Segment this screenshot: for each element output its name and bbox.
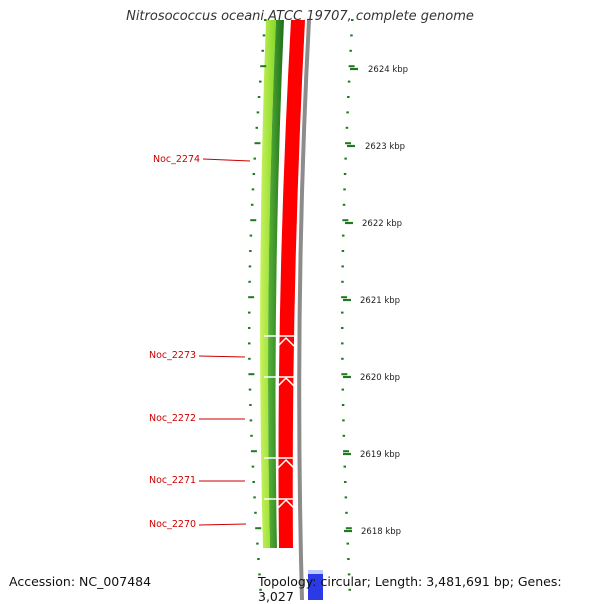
accession-label: Accession: NC_007484 bbox=[9, 574, 152, 589]
gene-label[interactable]: Noc_2273 bbox=[149, 350, 196, 361]
reverse-strand-band bbox=[278, 20, 305, 548]
scale-label: 2624 kbp bbox=[368, 65, 408, 75]
highlight-marker bbox=[308, 570, 323, 600]
gene-label[interactable]: Noc_2274 bbox=[153, 154, 200, 165]
backbone-line bbox=[297, 19, 311, 600]
gene-leader-line bbox=[198, 355, 246, 358]
scale-label: 2622 kbp bbox=[362, 219, 402, 229]
scale-label: 2621 kbp bbox=[360, 296, 400, 306]
gene-labels: Noc_2274 Noc_2273 Noc_2272 Noc_2271 Noc_… bbox=[149, 154, 251, 530]
page-title: Nitrosococcus oceani ATCC 19707, complet… bbox=[126, 9, 474, 24]
highlight-marker-top bbox=[308, 570, 323, 574]
gene-leader-line bbox=[198, 523, 247, 526]
gc-content-dark-band bbox=[268, 20, 284, 548]
scale-label: 2620 kbp bbox=[360, 373, 400, 383]
gene-label[interactable]: Noc_2271 bbox=[149, 475, 196, 486]
scale: 2624 kbp 2623 kbp 2622 kbp 2621 kbp 2620… bbox=[343, 65, 408, 537]
scale-label: 2619 kbp bbox=[360, 450, 400, 460]
gene-label[interactable]: Noc_2272 bbox=[149, 413, 196, 424]
gene-leader-line bbox=[202, 158, 251, 162]
gc-content-light-band bbox=[260, 20, 276, 548]
right-tick-marks bbox=[340, 19, 355, 591]
cds-features bbox=[264, 335, 295, 509]
scale-label: 2618 kbp bbox=[361, 527, 401, 537]
left-tick-marks bbox=[247, 19, 267, 591]
gene-label[interactable]: Noc_2270 bbox=[149, 519, 196, 530]
scale-label: 2623 kbp bbox=[365, 142, 405, 152]
